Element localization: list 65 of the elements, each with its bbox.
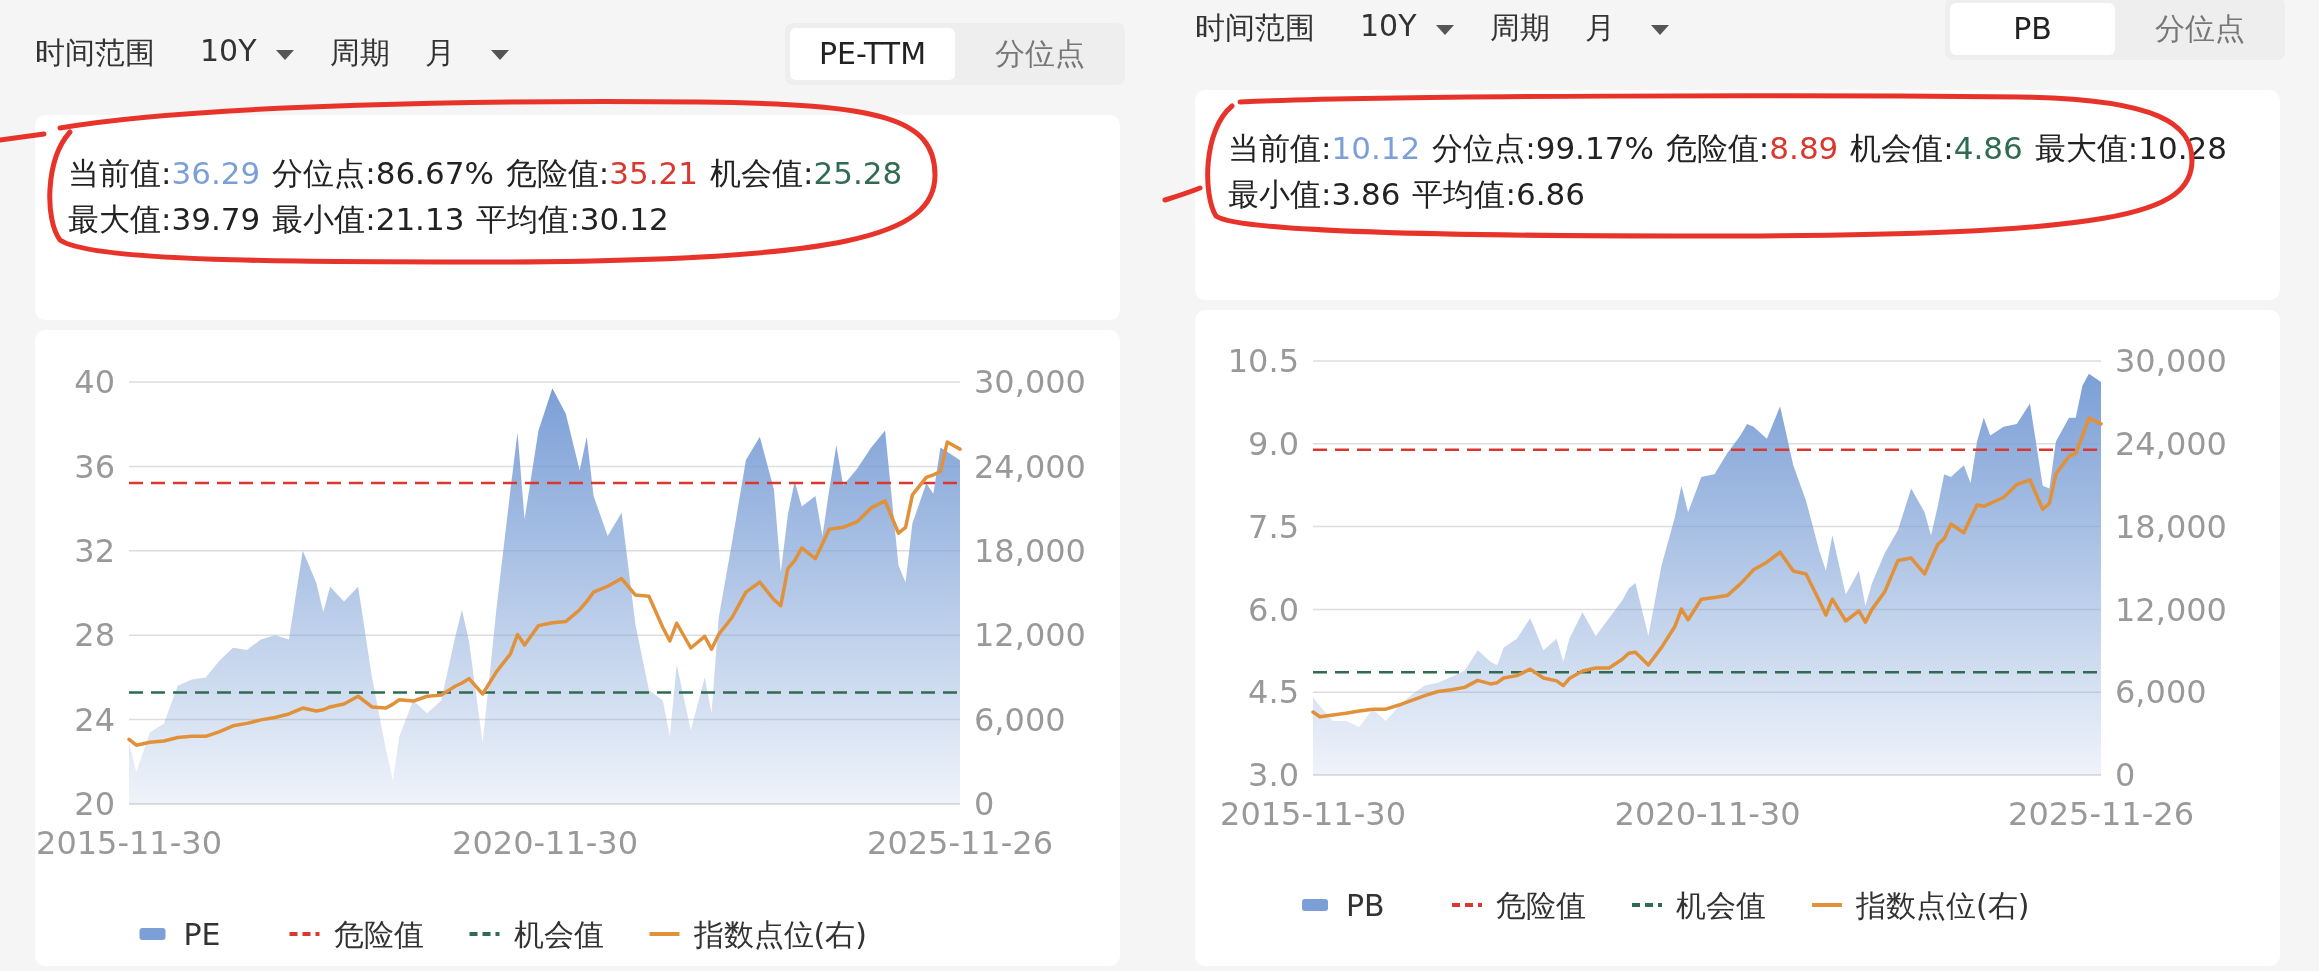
y2-tick-label: 18,000 — [2115, 507, 2227, 546]
y-tick-label: 10.5 — [1227, 342, 1299, 381]
text: 当前值:10.12 — [1228, 129, 1421, 168]
y2-tick-label: 0 — [974, 785, 995, 824]
legend-label: PB — [1346, 887, 1385, 923]
y-tick-label: 7.5 — [1248, 507, 1299, 546]
text: 最小值:21.13 — [272, 200, 465, 239]
y2-tick-label: 30,000 — [2115, 342, 2227, 381]
legend-label: 机会值 — [1676, 887, 1766, 923]
text: 危险值:35.21 — [505, 154, 699, 193]
line-series — [1311, 416, 2103, 719]
y2-tick-label: 0 — [2115, 756, 2136, 795]
line-series — [127, 440, 962, 747]
y2-tick-label: 18,000 — [974, 532, 1086, 570]
y-tick-label: 28 — [74, 616, 115, 655]
text: 月 — [1585, 9, 1615, 47]
x-tick-label: 2020-11-30 — [452, 824, 639, 862]
x-tick-label: 2025-11-26 — [2008, 795, 2194, 833]
y2-tick-label: 12,000 — [2115, 590, 2227, 629]
y-tick-label: 32 — [74, 532, 115, 570]
legend-label: 指数点位(右) — [692, 916, 867, 952]
text: 平均值:6.86 — [1412, 175, 1585, 214]
legend-label: 危险值 — [1496, 887, 1586, 923]
text: 危险值:8.89 — [1665, 129, 1839, 168]
legend-label: 机会值 — [513, 916, 604, 952]
y2-tick-label: 24,000 — [2115, 425, 2227, 463]
y-tick-label: 4.5 — [1248, 673, 1299, 712]
y2-tick-label: 24,000 — [974, 447, 1086, 486]
x-tick-label: 2015-11-30 — [1220, 795, 1406, 833]
text: 10Y — [1360, 8, 1417, 43]
legend-label: PE — [183, 916, 221, 952]
y2-tick-label: 12,000 — [974, 616, 1086, 655]
text: PE-TTM — [790, 28, 955, 80]
x-tick-label: 2015-11-30 — [36, 824, 222, 862]
text: 周期 — [1490, 9, 1550, 47]
y2-tick-label: 6,000 — [974, 700, 1066, 739]
y-tick-label: 40 — [74, 363, 115, 402]
y-tick-label: 20 — [74, 785, 115, 824]
text: PB — [1950, 3, 2115, 55]
text: 时间范围 — [1195, 9, 1315, 47]
text: 周期 — [330, 34, 390, 72]
y2-tick-label: 30,000 — [974, 363, 1086, 402]
text: 平均值:30.12 — [476, 200, 669, 239]
legend-label: 指数点位(右) — [1855, 887, 2030, 923]
x-tick-label: 2025-11-26 — [867, 824, 1053, 862]
text: 最小值:3.86 — [1228, 175, 1401, 214]
text: 分位点 — [2154, 10, 2246, 48]
text: 月 — [425, 34, 455, 72]
y-tick-label: 3.0 — [1248, 756, 1299, 795]
text: 机会值:4.86 — [1850, 129, 2023, 168]
legend-label: 危险值 — [333, 916, 424, 952]
y-tick-label: 24 — [74, 700, 115, 739]
y-tick-label: 9.0 — [1248, 425, 1299, 463]
y-tick-label: 6.0 — [1248, 590, 1299, 629]
text: 分位点 — [994, 35, 1086, 73]
text: 分位点:99.17% — [1432, 129, 1654, 168]
text: 机会值:25.28 — [710, 154, 903, 193]
text: 当前值:36.29 — [68, 154, 261, 193]
text: 最大值:39.79 — [68, 200, 261, 239]
y-tick-label: 36 — [74, 447, 115, 486]
text: 10Y — [200, 33, 257, 68]
text: 时间范围 — [35, 34, 155, 72]
text: 分位点:86.67% — [272, 154, 494, 193]
y2-tick-label: 6,000 — [2115, 673, 2207, 712]
x-tick-label: 2020-11-30 — [1614, 795, 1801, 833]
